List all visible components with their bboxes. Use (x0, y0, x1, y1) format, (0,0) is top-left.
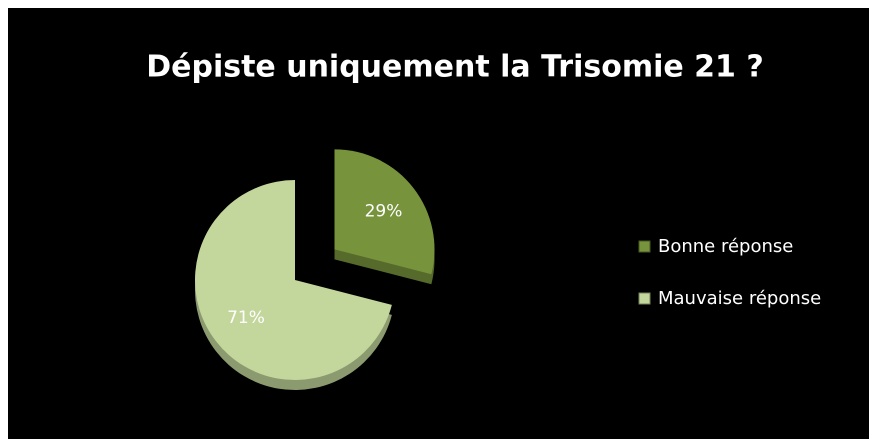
chart-background (8, 8, 869, 439)
slice (334, 149, 435, 275)
legend-swatch (638, 292, 651, 305)
legend-label: Mauvaise réponse (658, 288, 821, 309)
slice (194, 180, 392, 380)
data-label: 71% (227, 308, 265, 328)
legend-swatch (638, 240, 651, 253)
legend-label: Bonne réponse (658, 236, 793, 257)
data-label: 29% (365, 201, 403, 221)
chart-title: Dépiste uniquement la Trisomie 21 ? (146, 50, 764, 85)
